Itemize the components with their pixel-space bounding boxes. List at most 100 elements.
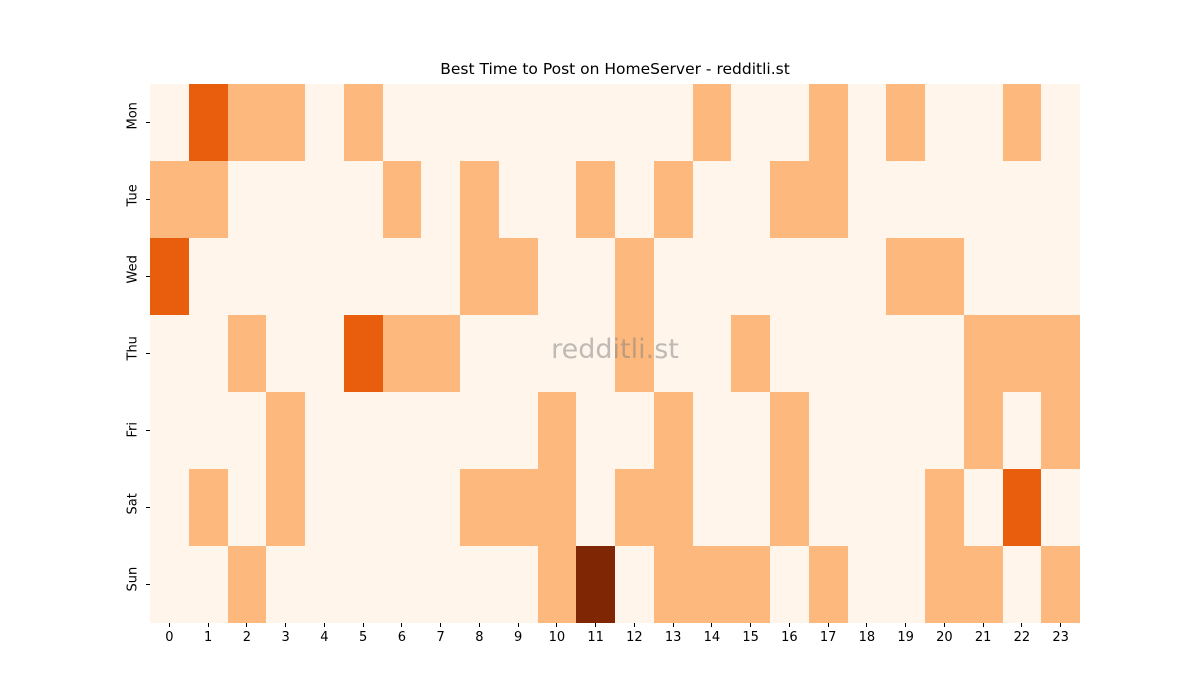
heatmap-cell — [886, 238, 925, 315]
heatmap-cell — [808, 315, 848, 392]
heatmap-cell — [1002, 84, 1042, 161]
x-tick-text: 10 — [548, 630, 566, 645]
heatmap-cell — [925, 84, 964, 161]
heatmap-cell — [692, 238, 732, 315]
heatmap-cell — [576, 469, 615, 546]
heatmap-cell — [963, 238, 1003, 315]
x-tick-mark — [323, 623, 325, 627]
heatmap-cell — [382, 546, 422, 623]
heatmap-cell — [886, 161, 925, 238]
heatmap-cell — [653, 161, 693, 238]
x-tick-label: 21 — [964, 623, 1003, 653]
x-tick-text: 17 — [819, 630, 837, 645]
x-tick-text: 7 — [436, 630, 445, 645]
heatmap-cell — [963, 392, 1003, 469]
x-tick-mark — [595, 623, 597, 627]
heatmap-cell — [770, 84, 809, 161]
x-tick-text: 9 — [513, 630, 523, 645]
heatmap-cell — [847, 546, 887, 623]
heatmap-cell — [305, 238, 344, 315]
heatmap-cell — [808, 546, 848, 623]
heatmap-cell — [1002, 469, 1042, 546]
heatmap-cell — [343, 315, 383, 392]
x-tick-mark — [207, 623, 209, 627]
heatmap-cell — [692, 392, 732, 469]
y-tick-text: Mon — [125, 102, 141, 130]
heatmap-cell — [770, 469, 809, 546]
x-tick-text: 1 — [203, 630, 213, 645]
heatmap-cell — [305, 392, 344, 469]
heatmap-cell — [963, 84, 1003, 161]
x-tick-label: 11 — [576, 623, 615, 653]
x-tick-label: 4 — [305, 623, 344, 653]
heatmap-cell — [421, 546, 460, 623]
x-tick-text: 16 — [781, 630, 798, 645]
y-tick-label: Mon — [126, 84, 150, 161]
x-tick-mark — [711, 623, 713, 627]
x-tick-mark — [633, 623, 635, 627]
heatmap-cell — [770, 238, 809, 315]
x-tick-text: 8 — [475, 630, 484, 645]
heatmap-cell — [770, 315, 809, 392]
heatmap-cell — [150, 546, 189, 623]
y-tick-text: Tue — [125, 184, 141, 207]
x-tick-mark — [982, 623, 984, 627]
x-tick-label: 12 — [615, 623, 654, 653]
heatmap-cell — [847, 315, 887, 392]
heatmap-cell — [537, 238, 577, 315]
heatmap-cell — [460, 161, 499, 238]
heatmap-cell — [227, 392, 267, 469]
heatmap-cell — [421, 315, 460, 392]
heatmap-cell — [770, 392, 809, 469]
y-tick-mark — [146, 122, 150, 123]
heatmap-grid — [150, 84, 1080, 623]
y-tick-label: Wed — [126, 238, 150, 315]
heatmap-cell — [886, 469, 925, 546]
x-tick-text: 2 — [242, 630, 252, 645]
heatmap-cell — [343, 84, 383, 161]
heatmap-cell — [731, 392, 770, 469]
x-tick-label: 22 — [1003, 623, 1042, 653]
heatmap-cell — [498, 469, 538, 546]
y-tick-label: Fri — [126, 392, 150, 469]
heatmap-cell — [963, 161, 1003, 238]
heatmap-cell — [847, 469, 887, 546]
y-axis: Mon Tue Wed Thu Fri Sat Sun — [100, 84, 150, 623]
heatmap-cell — [925, 238, 964, 315]
heatmap-cell — [460, 392, 499, 469]
x-tick-text: 14 — [703, 630, 721, 645]
heatmap-cell — [460, 315, 499, 392]
y-tick-label: Thu — [126, 315, 150, 392]
heatmap-cell — [343, 238, 383, 315]
heatmap-cell — [498, 238, 538, 315]
heatmap-cell — [692, 315, 732, 392]
heatmap-cell — [498, 161, 538, 238]
heatmap-cell — [343, 392, 383, 469]
y-tick-mark — [146, 353, 150, 354]
heatmap-cell — [692, 161, 732, 238]
heatmap-cell — [460, 469, 499, 546]
heatmap-cell — [808, 469, 848, 546]
heatmap-cell — [382, 315, 422, 392]
heatmap-cell — [227, 315, 267, 392]
x-tick-label: 7 — [421, 623, 460, 653]
x-tick-mark — [168, 623, 170, 627]
x-tick-mark — [556, 623, 558, 627]
y-tick-mark — [146, 584, 150, 585]
heatmap-cell — [460, 546, 499, 623]
heatmap-cell — [1041, 469, 1080, 546]
x-tick-mark — [440, 623, 442, 627]
heatmap-cell — [886, 315, 925, 392]
heatmap-cell — [498, 84, 538, 161]
x-tick-mark — [905, 623, 907, 627]
x-tick-mark — [401, 623, 403, 627]
heatmap-cell — [382, 469, 422, 546]
heatmap-cell — [653, 238, 693, 315]
heatmap-cell — [421, 238, 460, 315]
x-tick-text: 3 — [281, 630, 290, 645]
heatmap-cell — [305, 84, 344, 161]
heatmap-cell — [266, 315, 305, 392]
heatmap-cell — [692, 469, 732, 546]
heatmap-cell — [343, 546, 383, 623]
heatmap-cell — [305, 161, 344, 238]
